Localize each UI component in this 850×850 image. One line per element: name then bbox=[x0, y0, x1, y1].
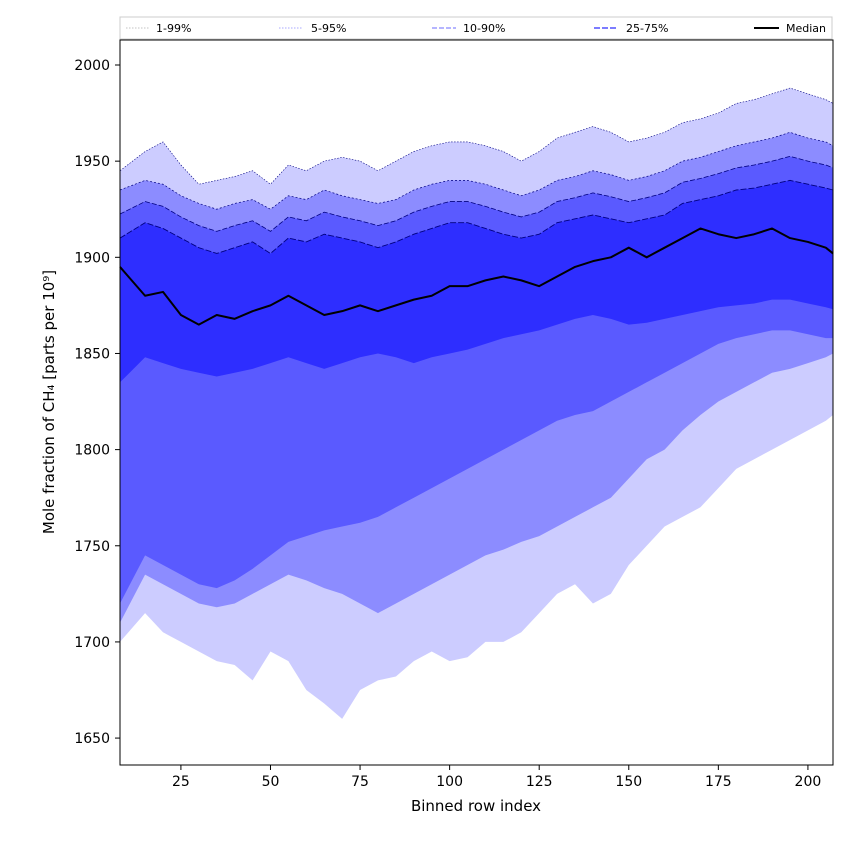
legend-entry-10-90: 10-90% bbox=[432, 22, 505, 35]
x-tick-label: 100 bbox=[436, 774, 463, 790]
plot-frame bbox=[119, 39, 834, 766]
edge-90 bbox=[119, 155, 834, 232]
svg-text:10-90%: 10-90% bbox=[463, 22, 505, 35]
edge-75 bbox=[119, 179, 834, 255]
y-tick-label: 1800 bbox=[74, 443, 110, 459]
percentile-bands bbox=[119, 87, 834, 719]
y-tick-label: 1850 bbox=[74, 346, 110, 362]
svg-text:25-75%: 25-75% bbox=[626, 22, 668, 35]
edge-99 bbox=[119, 87, 834, 185]
x-tick-label: 125 bbox=[526, 774, 553, 790]
svg-text:Median: Median bbox=[786, 22, 826, 35]
legend-entry-5-95: 5-95% bbox=[279, 22, 346, 35]
x-tick-label: 75 bbox=[351, 774, 369, 790]
y-axis-ticks: 1650 1700 1750 1800 1850 1900 1950 2000 bbox=[74, 58, 120, 747]
y-tick-label: 1650 bbox=[74, 731, 110, 747]
band-25-75 bbox=[120, 180, 833, 383]
y-axis-label: Mole fraction of CH₄ [parts per 10⁹] bbox=[40, 270, 58, 534]
x-axis-ticks: 25 50 75 100 125 150 175 200 bbox=[172, 765, 821, 790]
median-line bbox=[119, 227, 834, 326]
legend-entry-25-75: 25-75% bbox=[594, 22, 668, 35]
x-tick-label: 50 bbox=[262, 774, 280, 790]
x-tick-label: 150 bbox=[615, 774, 642, 790]
median-series bbox=[119, 227, 834, 326]
x-tick-label: 200 bbox=[795, 774, 822, 790]
svg-text:1-99%: 1-99% bbox=[156, 22, 191, 35]
y-tick-label: 1950 bbox=[74, 154, 110, 170]
legend: 1-99% 5-95% 10-90% 25-75% Median bbox=[119, 16, 833, 40]
legend-entry-median: Median bbox=[754, 22, 826, 35]
svg-text:5-95%: 5-95% bbox=[311, 22, 346, 35]
legend-entry-1-99: 1-99% bbox=[126, 22, 191, 35]
x-axis-label: Binned row index bbox=[411, 797, 541, 815]
legend-box bbox=[119, 16, 833, 40]
y-tick-label: 1900 bbox=[74, 250, 110, 266]
x-tick-label: 25 bbox=[172, 774, 190, 790]
y-tick-label: 1700 bbox=[74, 635, 110, 651]
y-tick-label: 1750 bbox=[74, 539, 110, 555]
x-tick-label: 175 bbox=[705, 774, 732, 790]
y-tick-label: 2000 bbox=[74, 58, 110, 74]
